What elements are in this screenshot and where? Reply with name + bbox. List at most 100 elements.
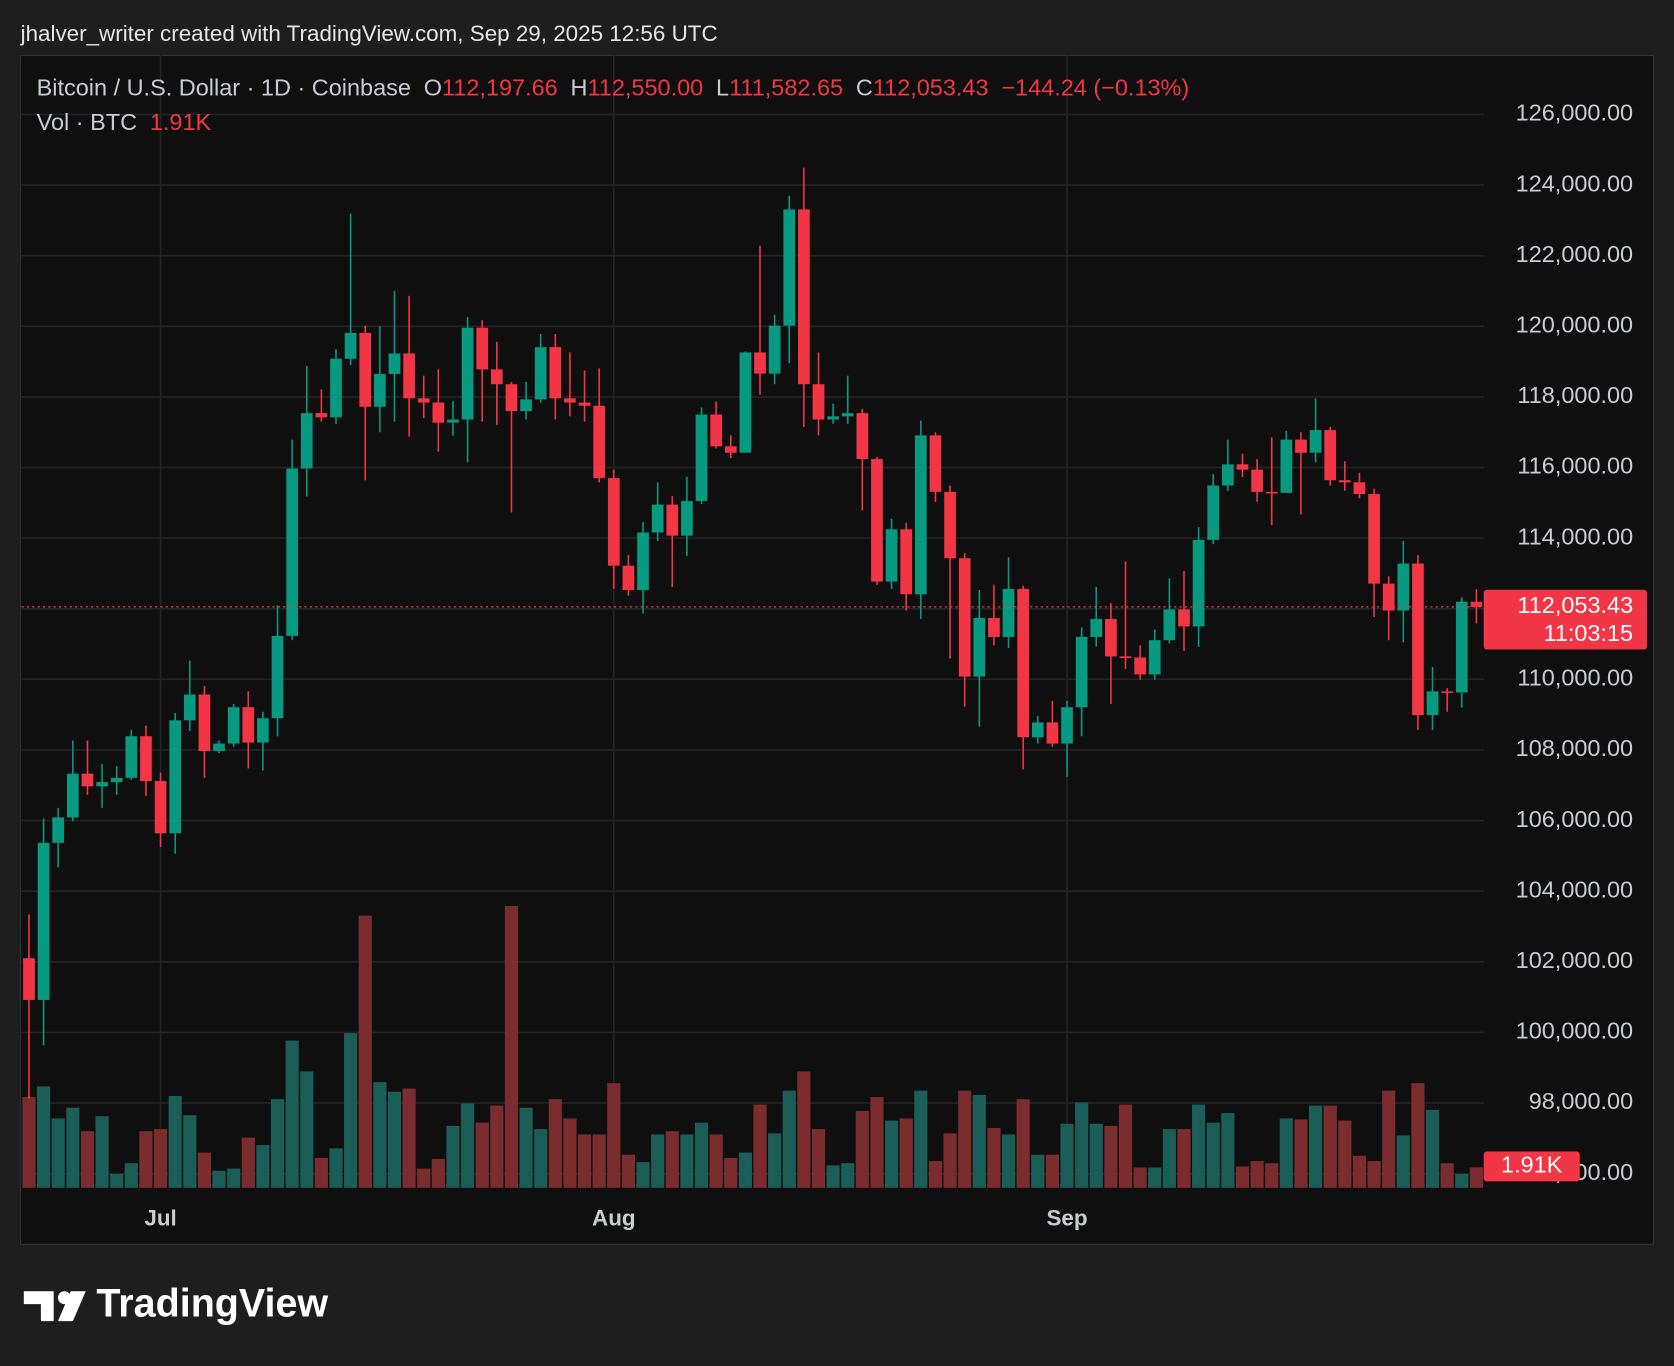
candles xyxy=(21,167,1484,1099)
volume-bar xyxy=(37,1086,51,1188)
volume-bar xyxy=(1075,1102,1089,1188)
candle-body xyxy=(520,399,532,412)
candle-body xyxy=(900,529,913,595)
candle-body xyxy=(1397,563,1410,611)
candle-body xyxy=(1222,464,1234,486)
y-tick-label: 98,000.00 xyxy=(1529,1088,1633,1114)
candle-body xyxy=(344,332,357,359)
volume-bar xyxy=(1294,1119,1308,1188)
volume-bar xyxy=(124,1163,138,1188)
volume-bar xyxy=(534,1129,548,1188)
volume-bar xyxy=(548,1099,562,1188)
candle-body xyxy=(286,468,298,636)
volume-bar xyxy=(329,1148,343,1188)
candle-body xyxy=(81,773,94,787)
volume-bar xyxy=(1279,1118,1293,1188)
candle-body xyxy=(110,777,123,783)
volume-bar xyxy=(1469,1167,1483,1188)
candle-body xyxy=(1441,691,1454,693)
volume-bar xyxy=(1162,1129,1176,1188)
high-value: 112,550.00 xyxy=(588,75,704,101)
candle-body xyxy=(388,353,401,374)
candle-body xyxy=(1470,601,1483,607)
symbol-legend: Bitcoin / U.S. Dollar · 1D · Coinbase O11… xyxy=(37,75,1190,101)
volume-bar xyxy=(270,1099,285,1188)
volume-bar xyxy=(1323,1105,1337,1188)
candle-body xyxy=(66,773,79,818)
candle-body xyxy=(798,209,810,385)
volume-bar xyxy=(1425,1109,1440,1188)
volume-pane xyxy=(22,906,1483,1188)
volume-bar xyxy=(899,1118,913,1188)
volume-bar xyxy=(855,1110,869,1188)
candle-body xyxy=(490,369,503,385)
candle-body xyxy=(666,504,679,536)
candle-body xyxy=(374,373,386,407)
candle-body xyxy=(183,694,196,721)
last-price-badge xyxy=(1483,589,1647,650)
candle-body xyxy=(417,398,430,403)
y-tick-label: 104,000.00 xyxy=(1516,876,1633,902)
symbol: Bitcoin / U.S. Dollar · 1D · Coinbase xyxy=(37,75,411,101)
candle-body xyxy=(242,707,255,743)
candle-body xyxy=(856,413,869,460)
volume-bar xyxy=(972,1094,986,1188)
volume-bar xyxy=(168,1096,182,1188)
volume-bar xyxy=(782,1090,796,1188)
candle-body xyxy=(754,352,766,374)
volume-bar xyxy=(1104,1125,1118,1188)
volume-bar xyxy=(212,1170,226,1188)
volume-bar xyxy=(636,1162,650,1188)
volume-bar xyxy=(1367,1161,1381,1188)
candle-body xyxy=(198,694,211,752)
volume-bar xyxy=(914,1090,928,1188)
y-tick-label: 118,000.00 xyxy=(1517,382,1633,408)
candle-body xyxy=(125,736,138,778)
candle-body xyxy=(213,743,225,752)
candle-body xyxy=(1412,563,1424,716)
candle-body xyxy=(1324,430,1337,481)
volume-bar xyxy=(285,1040,299,1188)
volume-bar xyxy=(1177,1129,1191,1188)
candle-body xyxy=(1192,539,1205,627)
volume-bar xyxy=(1089,1123,1103,1188)
volume-bar xyxy=(1411,1083,1425,1188)
volume-bar xyxy=(709,1134,723,1188)
candle-body xyxy=(549,347,562,399)
volume-bar xyxy=(373,1082,387,1188)
candle-body xyxy=(1236,464,1249,470)
candle-body xyxy=(1426,691,1439,716)
candle-body xyxy=(695,414,708,502)
volume-bar xyxy=(621,1154,635,1188)
candle-body xyxy=(681,501,693,536)
volume-bar xyxy=(592,1134,606,1188)
candle-body xyxy=(1119,656,1132,659)
change: −144.24 (−0.13%) xyxy=(1001,75,1189,101)
volume-bar xyxy=(504,906,519,1188)
candle-body xyxy=(1017,588,1030,738)
candle-body xyxy=(505,384,518,412)
candle-body xyxy=(1280,439,1293,493)
volume-bar xyxy=(183,1115,197,1188)
candle-body xyxy=(23,958,35,1000)
logo-dot xyxy=(57,1291,71,1305)
volume-bar xyxy=(110,1173,124,1188)
volume-bar xyxy=(680,1134,694,1188)
candle-body xyxy=(929,435,942,492)
volume-bar xyxy=(431,1158,445,1188)
y-tick-label: 122,000.00 xyxy=(1516,241,1633,267)
volume-bar xyxy=(402,1088,416,1188)
candle-body xyxy=(988,617,1000,637)
candle-body xyxy=(1382,583,1395,611)
volume-bar xyxy=(387,1091,402,1188)
candle-body xyxy=(1061,707,1073,744)
low-value: 111,582.65 xyxy=(729,75,843,101)
candle-body xyxy=(461,327,474,420)
volume-bar xyxy=(1235,1166,1250,1188)
candle-body xyxy=(1134,657,1146,675)
volume-bar xyxy=(1309,1105,1323,1188)
volume-bar xyxy=(256,1145,270,1188)
y-tick-label: 106,000.00 xyxy=(1516,806,1633,832)
volume-bar xyxy=(738,1152,752,1188)
volume-bar xyxy=(153,1129,168,1188)
